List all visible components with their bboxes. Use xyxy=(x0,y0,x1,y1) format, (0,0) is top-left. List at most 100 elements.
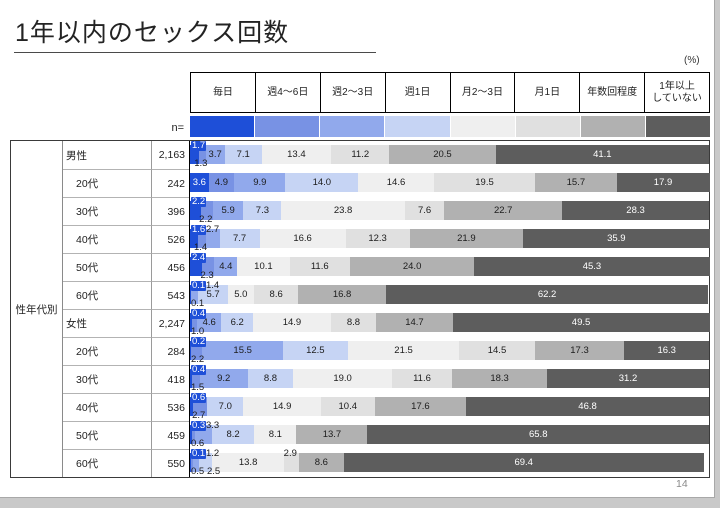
bar-segment-2: 4.4 xyxy=(214,257,238,276)
bar-segment-7: 62.2 xyxy=(385,285,709,304)
table-row: 40代 536 7.0 14.9 10.4 17.6 46.8 0.6 2.7 xyxy=(63,393,709,421)
bar-value-label: 2.2 xyxy=(191,196,207,207)
stacked-bar: 5.9 7.3 23.8 7.6 22.7 28.3 2.2 2.2 xyxy=(189,197,709,225)
table-row: 20代 242 3.6 4.9 9.9 14.0 14.6 19.5 15.7 17.9 xyxy=(63,169,710,197)
bar-segment-2: 3.7 xyxy=(205,145,225,164)
bar-segment-3: 7.3 xyxy=(243,201,282,220)
bar-segment-3: 7.7 xyxy=(219,229,260,248)
bar-segment-0 xyxy=(190,313,193,332)
bar-segment-0: 3.6 xyxy=(190,173,209,192)
bar-segment-6: 17.6 xyxy=(374,397,467,416)
bar-segment-4: 10.1 xyxy=(237,257,290,276)
row-label: 60代 xyxy=(63,449,152,477)
bar-segment-5: 12.3 xyxy=(345,229,410,248)
legend-item-3: 週1日 xyxy=(384,73,450,112)
bar-segment-7: 35.9 xyxy=(523,229,710,248)
bar-segment-3: 12.5 xyxy=(282,341,348,360)
row-label: 40代 xyxy=(63,393,152,421)
bar-value-label: 2.4 xyxy=(191,252,207,263)
bar-segment-4: 8.1 xyxy=(254,425,297,444)
bar-segment-5: 8.6 xyxy=(253,285,299,304)
legend-swatch-4 xyxy=(450,116,515,137)
bar-segment-2 xyxy=(205,229,220,248)
row-label: 60代 xyxy=(63,281,152,309)
legend-item-7: 1年以上 していない xyxy=(644,73,709,112)
stacked-bar: 3.6 4.9 9.9 14.0 14.6 19.5 15.7 17.9 xyxy=(189,169,710,197)
bar-segment-0 xyxy=(190,285,191,304)
row-label: 50代 xyxy=(63,253,152,281)
table-row: 40代 526 7.7 16.6 12.3 21.9 35.9 1.6 1.4 2.7 xyxy=(63,225,710,253)
row-n-value: 526 xyxy=(152,225,189,253)
unit-label: (%) xyxy=(684,55,700,66)
bar-value-label: 0.4 xyxy=(191,308,207,319)
row-group-header: 性年代別 xyxy=(11,141,63,477)
bar-segment-7: 17.9 xyxy=(616,173,710,192)
row-n-value: 2,163 xyxy=(158,149,185,161)
legend-swatch-3 xyxy=(385,116,450,137)
bar-segment-7: 49.5 xyxy=(452,313,710,332)
row-label: 男性 xyxy=(63,141,152,169)
page-number: 14 xyxy=(676,478,688,490)
bar-segment-6: 24.0 xyxy=(349,257,475,276)
bar-segment-7: 65.8 xyxy=(367,425,709,444)
bar-segment-6: 8.6 xyxy=(298,453,344,472)
bar-segment-2 xyxy=(193,453,200,472)
bar-segment-4: 14.9 xyxy=(243,397,321,416)
legend-swatches xyxy=(190,116,710,137)
bar-value-label: 1.5 xyxy=(191,382,205,393)
row-n-value: 550 xyxy=(152,449,189,477)
bar-segment-3: 7.1 xyxy=(224,145,262,164)
bar-segment-3: 7.0 xyxy=(207,397,244,416)
legend-swatch-5 xyxy=(515,116,580,137)
legend-swatch-6 xyxy=(580,116,645,137)
bar-segment-7: 16.3 xyxy=(624,341,709,360)
bar-segment-0 xyxy=(190,341,192,360)
legend-item-4: 月2～3日 xyxy=(449,73,515,112)
bar-value-label: 2.5 xyxy=(207,466,221,477)
row-n-value: 536 xyxy=(152,393,189,421)
bar-segment-4: 13.8 xyxy=(212,453,284,472)
bar-value-label: 1.4 xyxy=(193,242,208,253)
bar-segment-1 xyxy=(190,453,194,472)
bar-segment-7: 45.3 xyxy=(474,257,710,276)
bar-value-label: 1.3 xyxy=(194,158,208,169)
table-row: 男性 2,163 3.7 7.1 13.4 11.2 20.5 41.1 1.7 1.3 xyxy=(63,141,709,169)
bar-segment-0 xyxy=(190,453,191,472)
bar-segment-1 xyxy=(198,229,206,248)
table-row: 30代 396 5.9 7.3 23.8 7.6 22.7 28.3 2.2 2.2 xyxy=(63,197,709,225)
row-label: 女性 xyxy=(63,309,152,337)
bar-value-label: 0.6 xyxy=(191,392,207,403)
row-label: 30代 xyxy=(63,365,152,393)
row-label: 20代 xyxy=(63,169,152,197)
bar-segment-2: 9.2 xyxy=(199,369,248,388)
bar-value-label: 0.3 xyxy=(191,420,207,431)
stacked-bar: 5.7 5.0 8.6 16.8 62.2 0.1 0.1 1.4 xyxy=(189,281,709,309)
legend-swatch-0 xyxy=(190,116,255,137)
bar-segment-5: 10.4 xyxy=(320,397,375,416)
bar-segment-1 xyxy=(192,313,198,332)
table-row: 50代 456 4.4 10.1 11.6 24.0 45.3 2.4 2.3 xyxy=(63,252,710,281)
bar-segment-4: 19.0 xyxy=(293,369,392,388)
table-row: 女性 2,247 4.6 6.2 14.9 8.8 14.7 49.5 0.4 1.0 xyxy=(63,308,710,337)
legend-item-5: 月1日 xyxy=(514,73,579,112)
table-row: 60代 543 5.7 5.0 8.6 16.8 62.2 0.1 0.1 1.4 xyxy=(63,281,709,309)
bar-value-label: 0.5 xyxy=(191,466,205,477)
bar-segment-5: 11.2 xyxy=(331,145,390,164)
bar-segment-1 xyxy=(190,285,192,304)
slide: 1年以内のセックス回数 (%) 毎日 週4～6日 週2～3日 週1日 月2～3日 月1日年… xyxy=(0,0,715,498)
legend-swatch-2 xyxy=(320,116,385,137)
row-label: 30代 xyxy=(63,197,152,225)
bar-segment-4: 16.6 xyxy=(259,229,346,248)
row-n-value: 284 xyxy=(152,337,189,365)
legend-item-0: 毎日 xyxy=(212,86,233,98)
stacked-bar: 9.2 8.8 19.0 11.6 18.3 31.2 0.4 1.5 xyxy=(189,365,709,393)
table-row: 30代 418 9.2 8.8 19.0 11.6 18.3 31.2 0.4 1.5 xyxy=(63,365,709,393)
bar-segment-3: 8.8 xyxy=(247,369,294,388)
bar-segment-3: 8.2 xyxy=(211,425,255,444)
bar-value-label: 2.2 xyxy=(199,214,213,225)
bar-value-label: 0.4 xyxy=(191,364,207,375)
legend-item-2: 週2～3日 xyxy=(319,73,385,112)
table-row: 20代 284 15.5 12.5 21.5 14.5 17.3 16.3 0.2 2.2 xyxy=(63,337,709,365)
title-underline xyxy=(14,52,376,53)
legend-header: 毎日 週4～6日 週2～3日 週1日 月2～3日 月1日 年数回程度 1年以上 していない xyxy=(190,72,710,113)
